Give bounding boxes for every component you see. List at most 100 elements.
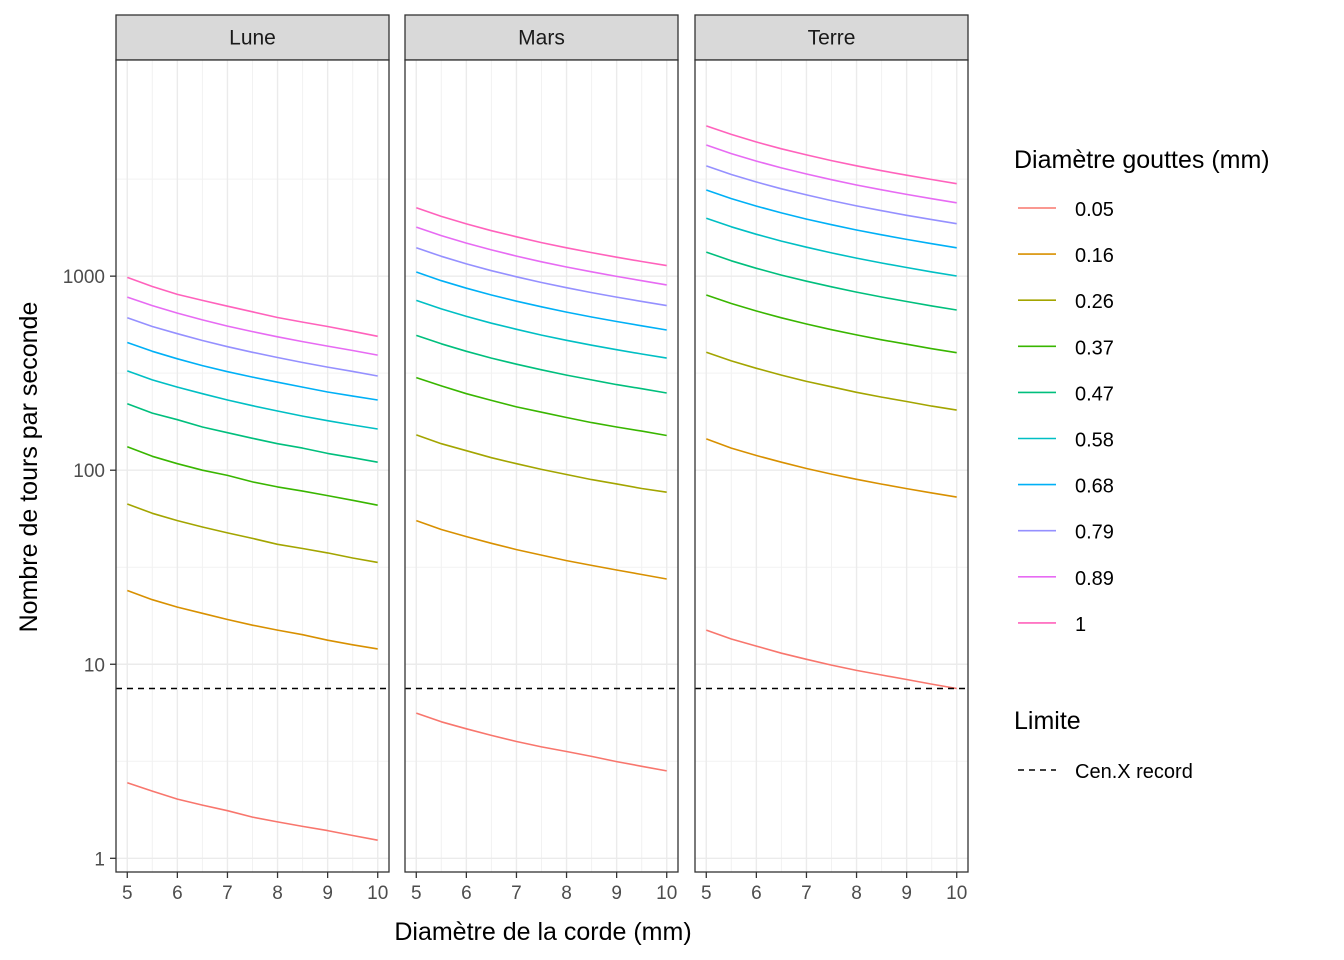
x-tick-label: 10 (656, 883, 677, 904)
x-tick-label: 10 (367, 883, 388, 904)
legend: Diamètre gouttes (mm) 0.05 0.16 0.26 0.37 0.4… (1014, 146, 1270, 783)
legend-diametre-gouttes: Diamètre gouttes (mm) 0.05 0.16 0.26 0.37 0.4… (1014, 146, 1270, 636)
series-line-mars-1 (416, 207, 667, 267)
x-tick-label: 8 (851, 883, 862, 904)
x-axis-terre: 5 6 7 8 9 10 (701, 872, 967, 904)
legend-label: 0.89 (1075, 568, 1114, 590)
series-line-mars-0-79 (416, 247, 667, 307)
gridlines (405, 60, 678, 872)
legend-entry-0-26: 0.26 (1018, 291, 1114, 313)
y-axis: 1 10 100 1000 (63, 267, 116, 870)
gridlines (695, 60, 968, 872)
legend-entry-0-79: 0.79 (1018, 522, 1114, 544)
series-line-terre-0-37 (706, 294, 957, 354)
series-line-terre-0-05 (706, 629, 957, 690)
legend-label: 0.37 (1075, 337, 1114, 359)
panel-mars: Mars (404, 14, 679, 873)
series-lines (706, 125, 957, 690)
legend-label: 0.47 (1075, 383, 1114, 405)
legend-title: Diamètre gouttes (mm) (1014, 146, 1270, 174)
y-tick-label: 1000 (63, 267, 105, 288)
series-line-lune-0-79 (127, 317, 378, 377)
series-line-mars-0-26 (416, 434, 667, 493)
series-line-terre-0-47 (706, 251, 957, 311)
legend-label: 0.68 (1075, 476, 1114, 498)
series-line-lune-0-47 (127, 403, 378, 463)
legend-label: 0.05 (1075, 199, 1114, 221)
x-tick-label: 8 (272, 883, 283, 904)
x-tick-label: 6 (172, 883, 183, 904)
strip-label-mars: Mars (518, 27, 565, 50)
panel-lune: Lune (115, 14, 390, 873)
x-axis-mars: 5 6 7 8 9 10 (411, 872, 677, 904)
y-tick-label: 1 (94, 849, 105, 870)
series-line-terre-0-79 (706, 165, 957, 225)
series-line-lune-0-58 (127, 370, 378, 430)
legend-limite: Limite Cen.X record (1014, 707, 1193, 783)
x-tick-label: 5 (122, 883, 133, 904)
series-line-mars-0-58 (416, 299, 667, 359)
panel-border (404, 59, 679, 873)
x-axis-title: Diamètre de la corde (mm) (394, 918, 691, 946)
legend-label: 0.79 (1075, 522, 1114, 544)
series-line-terre-0-89 (706, 144, 957, 204)
series-line-mars-0-68 (416, 271, 667, 331)
strip-mars (404, 14, 679, 61)
legend-entry-0-37: 0.37 (1018, 337, 1114, 359)
legend-label: 0.16 (1075, 245, 1114, 267)
legend-title: Limite (1014, 707, 1081, 735)
series-line-mars-0-47 (416, 334, 667, 394)
legend-label: 0.26 (1075, 291, 1114, 313)
x-tick-label: 7 (222, 883, 233, 904)
strip-label-terre: Terre (808, 27, 856, 50)
legend-entry-0-58: 0.58 (1018, 430, 1114, 452)
legend-entry-0-05: 0.05 (1018, 199, 1114, 221)
legend-entry-0-68: 0.68 (1018, 476, 1114, 498)
panel-border (115, 59, 390, 873)
legend-entry-cen-x-record: Cen.X record (1018, 761, 1193, 783)
series-line-terre-1 (706, 125, 957, 185)
series-line-lune-0-37 (127, 446, 378, 506)
x-tick-label: 7 (511, 883, 522, 904)
series-line-lune-1 (127, 276, 378, 338)
series-line-terre-0-16 (706, 438, 957, 498)
legend-entry-0-47: 0.47 (1018, 383, 1114, 405)
x-tick-label: 7 (801, 883, 812, 904)
series-line-mars-0-37 (416, 376, 667, 437)
x-tick-label: 6 (751, 883, 762, 904)
strip-terre (694, 14, 969, 61)
series-line-terre-0-68 (706, 189, 957, 249)
x-tick-label: 5 (411, 883, 422, 904)
facet-panels: Lune Mars Terre (115, 14, 969, 873)
x-axis-lune: 5 6 7 8 9 10 (122, 872, 388, 904)
legend-entry-0-89: 0.89 (1018, 568, 1114, 590)
series-line-lune-0-26 (127, 503, 378, 564)
series-line-mars-0-05 (416, 712, 667, 772)
x-tick-label: 9 (901, 883, 912, 904)
x-tick-label: 5 (701, 883, 712, 904)
x-tick-label: 9 (611, 883, 622, 904)
legend-label: 1 (1075, 614, 1086, 636)
series-line-lune-0-68 (127, 341, 378, 401)
series-lines (416, 207, 667, 772)
gridlines (116, 60, 389, 872)
strip-label-lune: Lune (229, 27, 276, 50)
legend-label: Cen.X record (1075, 761, 1193, 783)
panel-terre: Terre (694, 14, 969, 873)
x-tick-label: 6 (461, 883, 472, 904)
panel-border (694, 59, 969, 873)
series-line-mars-0-89 (416, 226, 667, 286)
legend-entry-0-16: 0.16 (1018, 245, 1114, 267)
x-tick-label: 8 (561, 883, 572, 904)
series-line-mars-0-16 (416, 519, 667, 580)
series-line-lune-0-89 (127, 296, 378, 356)
legend-entry-1: 1 (1018, 614, 1086, 636)
series-line-lune-0-16 (127, 589, 378, 650)
x-axes: 5 6 7 8 9 10 5 6 7 8 9 10 5 6 7 8 9 10 (122, 872, 967, 904)
x-tick-label: 9 (322, 883, 333, 904)
series-line-lune-0-05 (127, 782, 378, 841)
series-line-terre-0-26 (706, 351, 957, 411)
y-tick-label: 10 (84, 655, 105, 676)
strip-lune (115, 14, 390, 61)
